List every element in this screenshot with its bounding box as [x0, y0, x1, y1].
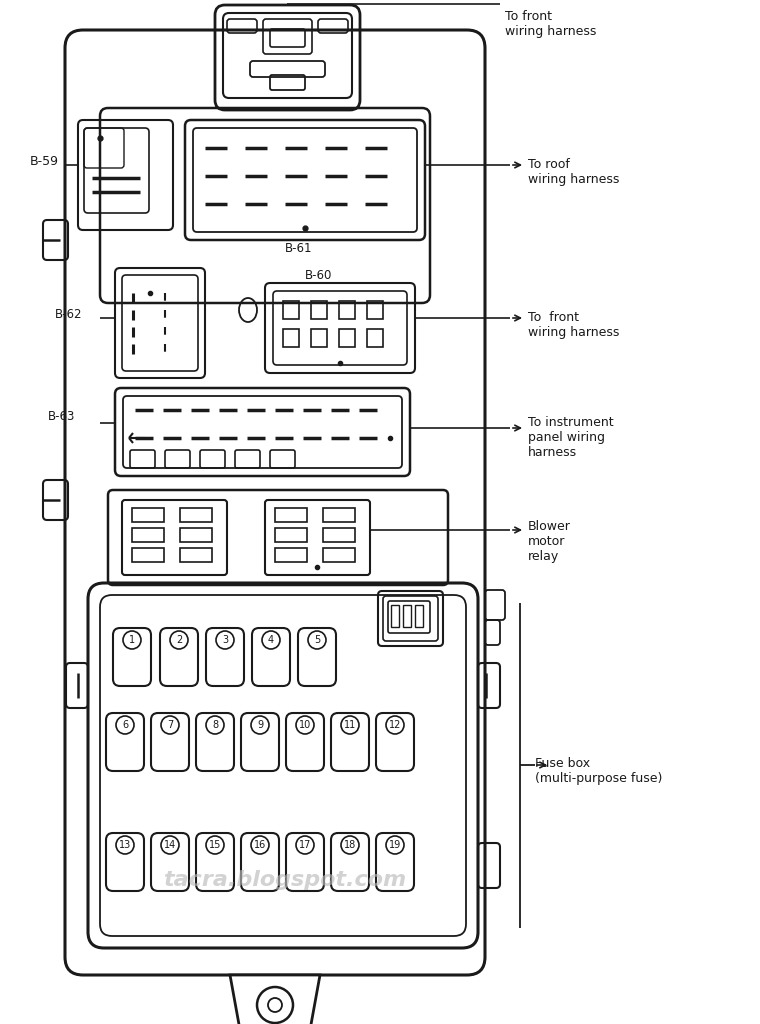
Bar [275, 508, 307, 522]
Text: 8: 8 [212, 720, 218, 730]
Text: Blower
motor
relay: Blower motor relay [528, 520, 571, 563]
Text: 12: 12 [389, 720, 401, 730]
Circle shape [262, 631, 280, 649]
Text: 9: 9 [257, 720, 263, 730]
Bar [180, 508, 212, 522]
Circle shape [170, 631, 188, 649]
Text: 11: 11 [344, 720, 356, 730]
Text: Fuse box
(multi-purpose fuse): Fuse box (multi-purpose fuse) [535, 757, 663, 785]
Bar [323, 528, 355, 542]
Text: 1: 1 [129, 635, 135, 645]
Bar [339, 301, 355, 319]
Circle shape [123, 631, 141, 649]
Text: B-63: B-63 [48, 410, 75, 423]
Bar [323, 508, 355, 522]
Bar [403, 605, 411, 627]
Circle shape [216, 631, 234, 649]
Circle shape [386, 836, 404, 854]
Text: B-62: B-62 [55, 308, 83, 321]
Text: 3: 3 [222, 635, 228, 645]
Text: 2: 2 [176, 635, 182, 645]
Circle shape [206, 836, 224, 854]
Circle shape [386, 716, 404, 734]
Bar [180, 548, 212, 562]
Circle shape [341, 716, 359, 734]
Bar [275, 548, 307, 562]
Circle shape [257, 987, 293, 1023]
Circle shape [251, 716, 269, 734]
Text: 17: 17 [299, 840, 311, 850]
Bar [391, 605, 399, 627]
Text: 13: 13 [119, 840, 131, 850]
Circle shape [251, 836, 269, 854]
Bar [180, 528, 212, 542]
Bar [132, 528, 164, 542]
Bar [283, 329, 299, 347]
Bar [283, 301, 299, 319]
Text: B-60: B-60 [305, 269, 332, 282]
Text: 19: 19 [389, 840, 401, 850]
Text: B-61: B-61 [285, 242, 312, 255]
Text: 14: 14 [164, 840, 176, 850]
Text: 15: 15 [209, 840, 221, 850]
Circle shape [206, 716, 224, 734]
Text: 18: 18 [344, 840, 356, 850]
Bar [367, 301, 383, 319]
Text: tacra.blogspot.com: tacra.blogspot.com [163, 870, 407, 890]
Bar [275, 528, 307, 542]
Circle shape [161, 716, 179, 734]
Bar [132, 548, 164, 562]
Text: 7: 7 [167, 720, 173, 730]
Text: To front
wiring harness: To front wiring harness [505, 10, 597, 38]
Text: To instrument
panel wiring
harness: To instrument panel wiring harness [528, 416, 613, 459]
Text: 6: 6 [122, 720, 128, 730]
Circle shape [296, 716, 314, 734]
Text: 16: 16 [254, 840, 266, 850]
Bar [311, 301, 327, 319]
Text: To roof
wiring harness: To roof wiring harness [528, 158, 619, 186]
Text: To  front
wiring harness: To front wiring harness [528, 311, 619, 339]
Bar [415, 605, 423, 627]
Text: 10: 10 [299, 720, 311, 730]
Bar [311, 329, 327, 347]
Text: 5: 5 [314, 635, 320, 645]
Text: B-59: B-59 [30, 155, 59, 168]
Text: 4: 4 [268, 635, 274, 645]
Circle shape [341, 836, 359, 854]
Bar [367, 329, 383, 347]
Bar [132, 508, 164, 522]
Bar [323, 548, 355, 562]
Circle shape [308, 631, 326, 649]
Bar [339, 329, 355, 347]
Circle shape [116, 836, 134, 854]
Circle shape [296, 836, 314, 854]
Circle shape [268, 998, 282, 1012]
Polygon shape [230, 975, 320, 1024]
Circle shape [161, 836, 179, 854]
Circle shape [116, 716, 134, 734]
